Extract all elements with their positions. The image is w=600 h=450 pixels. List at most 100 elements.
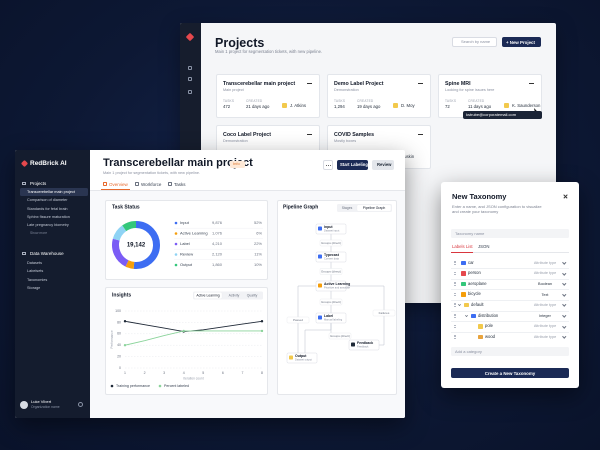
toggle-option: Pipeline Graph	[363, 206, 386, 210]
toggle-active	[356, 204, 392, 212]
tab[interactable]: Overview	[109, 181, 128, 187]
project-card[interactable]	[216, 74, 320, 118]
pipeline-node	[286, 352, 318, 364]
taxonomy-tab[interactable]: JSON	[478, 244, 490, 249]
label-type[interactable]: Attribute type	[533, 260, 557, 265]
owner-avatar	[393, 103, 398, 108]
tab-icon	[135, 182, 139, 186]
tab[interactable]: Tasks	[174, 181, 186, 187]
drag-handle	[454, 324, 456, 329]
nav-project-item[interactable]: Standards for fetal brain	[27, 206, 68, 211]
node-sublabel: Dataset output	[295, 358, 312, 362]
y-tick-label: 60	[117, 332, 121, 336]
taxonomy-tab[interactable]: Labels List	[452, 244, 473, 249]
edge-label: Groups (direct)	[330, 334, 350, 338]
legend-swatch	[174, 263, 178, 267]
label-type[interactable]: Attribute type	[533, 271, 557, 276]
review-button[interactable]	[372, 160, 394, 170]
node-sublabel: Feedback	[357, 345, 369, 349]
tab[interactable]: Workforce	[141, 181, 162, 187]
tooltip-text: kstrube@corporatemail.com	[466, 112, 517, 117]
label-type[interactable]: Attribute type	[533, 335, 557, 339]
search-box[interactable]	[452, 37, 497, 47]
nav-warehouse-item[interactable]: Taxonomies	[27, 277, 48, 282]
project-name: Coco Label Project	[223, 132, 271, 138]
project-card[interactable]	[438, 74, 542, 118]
legend-swatch	[174, 242, 178, 246]
pipeline-node	[315, 251, 347, 263]
label-name: bicycle	[468, 291, 481, 297]
label-name: distribution	[478, 312, 499, 318]
node-label: Output	[295, 354, 307, 358]
arrow-icon	[529, 83, 534, 84]
series-point	[260, 320, 264, 323]
page-subtitle: Main 1 project for segmentation tickets,…	[215, 49, 323, 54]
nav-project-item[interactable]: Comparison of diameter	[27, 198, 68, 203]
label-color	[478, 324, 483, 329]
x-tick-label: 6	[222, 371, 224, 375]
nav-warehouse-item[interactable]: Storage	[27, 285, 41, 290]
node-icon	[318, 315, 322, 320]
stat-value: 21 days ago	[246, 104, 270, 109]
owner-avatar	[504, 103, 509, 108]
new-project-button[interactable]	[502, 37, 541, 47]
label-color	[461, 260, 466, 265]
edge-label-box	[319, 239, 343, 247]
label-color	[461, 281, 466, 287]
donut-center-label: 19,142	[127, 243, 146, 249]
share-label: 22%	[254, 241, 262, 246]
start-labeling-button[interactable]	[337, 160, 368, 170]
nav-warehouse-item[interactable]: Datasets	[27, 261, 42, 265]
series-line	[124, 330, 262, 346]
x-axis-label: Iteration count	[183, 376, 203, 380]
label-type[interactable]: Text	[541, 292, 549, 297]
nav-project-item[interactable]: Late pregnancy biometry	[27, 223, 69, 228]
label-type[interactable]: Boolean	[538, 282, 552, 286]
nav-project-item[interactable]: Transcerebellar main project	[27, 190, 75, 194]
label-name: car	[468, 259, 474, 265]
add-category-input[interactable]	[451, 347, 569, 356]
project-tag	[230, 161, 245, 168]
label-type[interactable]: Integer	[539, 313, 551, 318]
legend-swatch	[174, 221, 178, 225]
nav-warehouse-item[interactable]: Labelsets	[27, 269, 44, 274]
taxonomy-description: Enter a name, and JSON configuration to …	[452, 204, 542, 215]
edge-label: Passed	[293, 318, 303, 322]
pipeline-node	[315, 280, 347, 292]
project-card[interactable]	[327, 74, 431, 118]
node-label: Input	[324, 225, 333, 229]
x-tick-label: 1	[124, 371, 126, 375]
node-icon	[318, 283, 322, 288]
project-subtitle: Main 1 project for segmentation tickets,…	[103, 171, 201, 175]
label-color	[461, 292, 466, 297]
pipeline-node	[315, 223, 347, 235]
nav-warehouse: Data Warehouse	[30, 251, 64, 256]
label-color	[478, 334, 483, 340]
nav-project-item[interactable]: Show more	[30, 230, 48, 235]
label-type[interactable]: Attribute type	[533, 303, 557, 308]
nav-item-active[interactable]	[20, 188, 88, 196]
nav-projects: Projects	[30, 181, 47, 186]
chart-title: Insights	[112, 292, 131, 298]
share-label: 52%	[254, 220, 262, 225]
stat-value: 11 days ago	[468, 104, 492, 109]
settings-icon[interactable]	[78, 402, 83, 407]
node-label: Active Learning	[324, 282, 350, 286]
drag-handle	[454, 314, 456, 318]
drag-handle	[454, 261, 456, 265]
value-label: 9,876	[212, 220, 223, 225]
value-label: 1,076	[212, 231, 223, 236]
series-line	[124, 320, 263, 332]
stat-label: TASKS	[223, 99, 235, 103]
arrow-icon	[418, 134, 423, 135]
create-button[interactable]	[451, 368, 569, 378]
nav-project-item[interactable]: Sphinx fissure maturation	[27, 214, 70, 219]
name-input[interactable]	[451, 229, 569, 238]
y-tick-label: 40	[117, 343, 121, 347]
add-category-placeholder: Add a category	[455, 348, 482, 354]
series-point	[123, 344, 127, 347]
arrow-icon	[307, 134, 312, 135]
project-name: Demo Label Project	[334, 81, 384, 87]
label-type[interactable]: Attribute type	[533, 324, 557, 329]
